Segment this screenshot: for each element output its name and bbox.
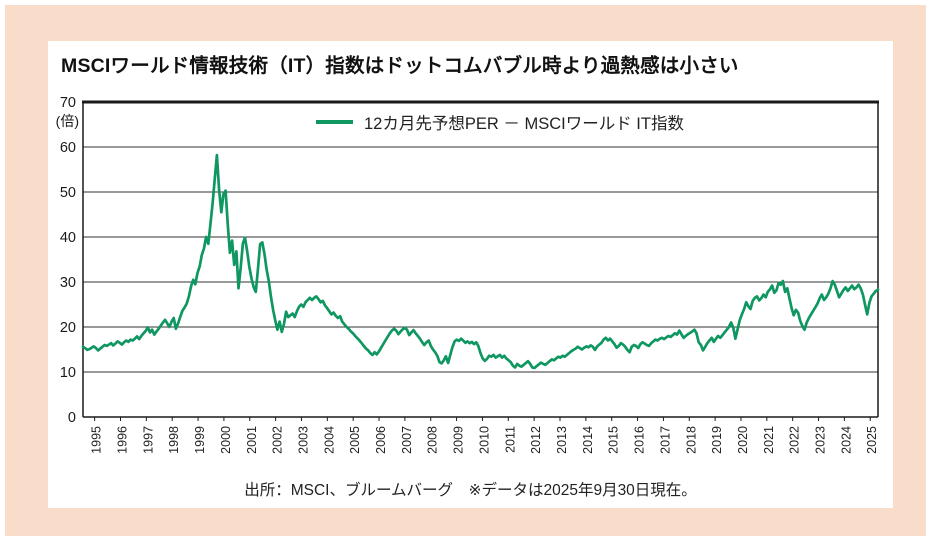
x-tick-label: 2003 xyxy=(296,426,310,454)
legend-label: 12カ月先予想PER － MSCIワールド IT指数 xyxy=(364,115,684,133)
y-tick-label: 60 xyxy=(60,140,76,156)
x-tick-label: 2012 xyxy=(529,426,543,454)
y-tick-label: 70 xyxy=(60,95,76,111)
x-tick-label: 1996 xyxy=(115,426,129,454)
chart-title: MSCIワールド情報技術（IT）指数はドットコムバブル時より過熱感は小さい xyxy=(61,55,739,77)
y-tick-label: 0 xyxy=(68,410,76,426)
x-tick-label: 2022 xyxy=(788,426,802,454)
chart-svg: 0 10 20 30 40 50 60 70 (倍) 1995 1996 1997 1998 1999 20… xyxy=(56,95,880,454)
x-tick-label: 2007 xyxy=(400,426,414,454)
x-tick-label: 2009 xyxy=(452,426,466,454)
x-tick-label: 2017 xyxy=(658,426,672,454)
x-tick-label: 2004 xyxy=(322,426,336,454)
x-tick-label: 2010 xyxy=(477,426,491,454)
chart-legend: 12カ月先予想PER － MSCIワールド IT指数 xyxy=(316,110,684,134)
y-tick-label: 10 xyxy=(60,365,76,381)
x-tick-label: 2014 xyxy=(581,426,595,454)
x-tick-label: 2021 xyxy=(762,426,776,454)
y-tick-label: 50 xyxy=(60,185,76,201)
x-tick-label: 2016 xyxy=(633,426,647,454)
x-tick-label: 1997 xyxy=(141,426,155,454)
x-tick-label: 2008 xyxy=(426,426,440,454)
x-tick-label: 2002 xyxy=(271,426,285,454)
x-tick-label: 2001 xyxy=(245,426,259,454)
y-tick-label: 20 xyxy=(60,320,76,336)
y-tick-label: 40 xyxy=(60,230,76,246)
x-tick-label: 2023 xyxy=(814,426,828,454)
source-note: 出所：MSCI、ブルームバーグ ※データは2025年9月30日現在。 xyxy=(244,482,697,499)
x-tick-label: 1995 xyxy=(90,426,104,454)
y-axis-unit-label: (倍) xyxy=(56,113,79,129)
per-line-series xyxy=(81,153,880,370)
x-tick-label: 2011 xyxy=(503,426,517,453)
x-tick-label: 2024 xyxy=(839,426,853,454)
x-tick-label: 2000 xyxy=(219,426,233,454)
x-tick-label: 2019 xyxy=(710,426,724,454)
x-tick-label: 2015 xyxy=(607,426,621,454)
x-tick-label: 2005 xyxy=(348,426,362,454)
y-tick-label: 30 xyxy=(60,275,76,291)
x-tick-label: 1998 xyxy=(167,426,181,454)
x-tick-label: 2020 xyxy=(736,426,750,454)
x-tick-label: 2006 xyxy=(374,426,388,454)
legend-line-swatch xyxy=(316,120,353,124)
x-tick-label: 2018 xyxy=(684,426,698,454)
x-tick-label: 1999 xyxy=(193,426,207,454)
x-tick-label: 2025 xyxy=(865,426,879,454)
x-tick-label: 2013 xyxy=(555,426,569,454)
